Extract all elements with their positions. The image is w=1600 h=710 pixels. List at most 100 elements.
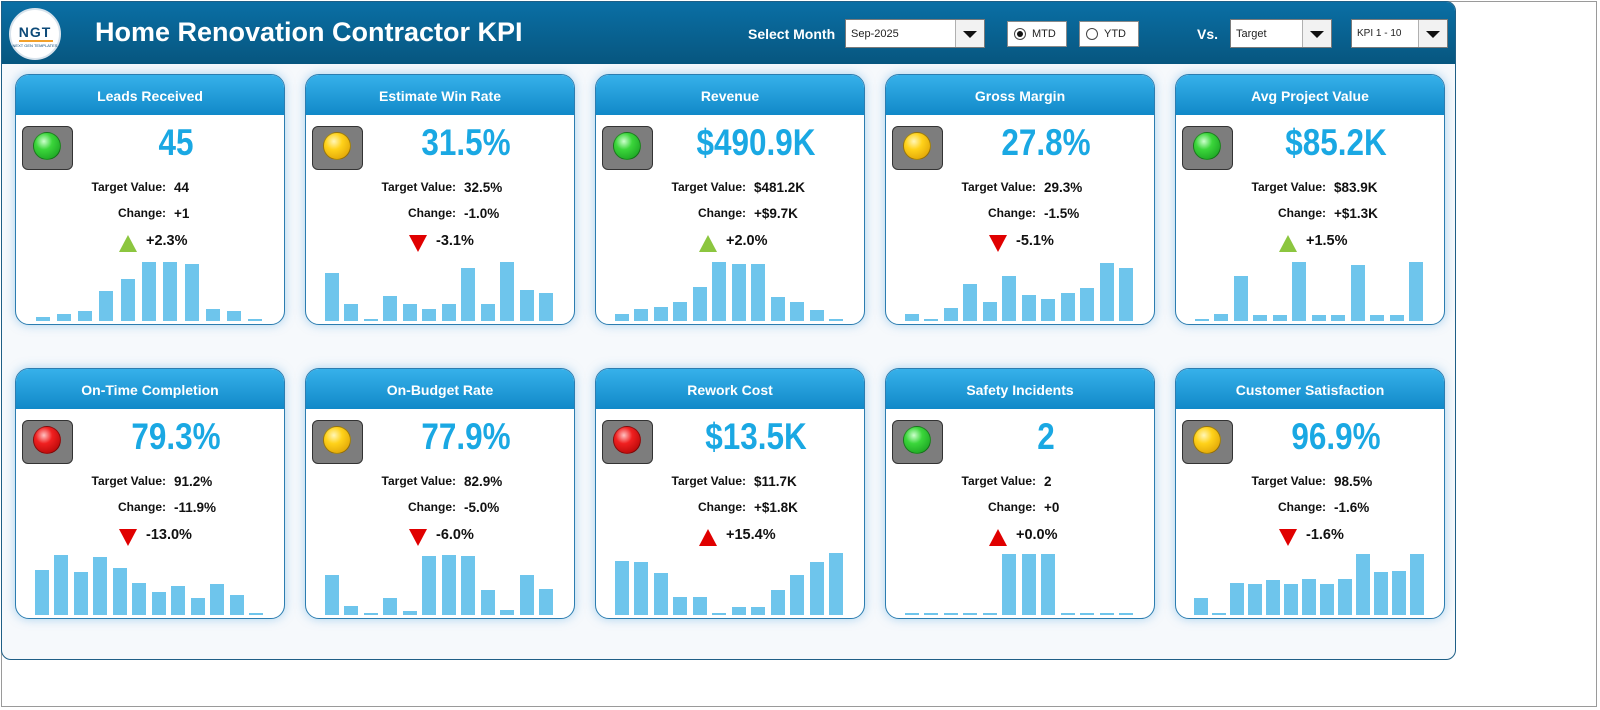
- sparkline-bar: [829, 553, 843, 615]
- ytd-radio[interactable]: YTD: [1079, 21, 1139, 47]
- sparkline-bar: [171, 586, 185, 615]
- change-label: Change:: [698, 206, 746, 220]
- sparkline-bar: [1194, 598, 1208, 615]
- status-light-yellow-icon: [323, 132, 351, 160]
- percent-change: -13.0%: [146, 527, 192, 543]
- change-label: Change:: [118, 206, 166, 220]
- sparkline-bar: [1119, 613, 1133, 615]
- sparkline-bar: [152, 592, 166, 615]
- sparkline-bar: [227, 311, 241, 321]
- sparkline-bar: [99, 291, 113, 321]
- sparkline-bar: [403, 611, 417, 615]
- chevron-down-icon[interactable]: [955, 20, 984, 47]
- kpi-range-dropdown-value: KPI 1 - 10: [1357, 28, 1402, 39]
- sparkline-bar: [1302, 579, 1316, 615]
- sparkline-bar: [113, 568, 127, 615]
- sparkline-bar: [142, 262, 156, 321]
- sparkline-bar: [1266, 580, 1280, 615]
- percent-change: +2.3%: [146, 233, 188, 249]
- sparkline-bar: [732, 607, 746, 615]
- change-value: -11.9%: [174, 500, 217, 515]
- kpi-card-title: On-Budget Rate: [306, 369, 574, 409]
- sparkline-bar: [751, 607, 765, 615]
- page-title: Home Renovation Contractor KPI: [95, 17, 523, 47]
- percent-change: -1.6%: [1306, 527, 1344, 543]
- sparkline-bar: [673, 597, 687, 615]
- sparkline-bar: [615, 314, 629, 321]
- target-value-label: Target Value:: [91, 474, 166, 488]
- target-value: 82.9%: [464, 474, 503, 489]
- target-value: $11.7K: [754, 474, 797, 489]
- month-dropdown[interactable]: Sep-2025: [845, 19, 985, 48]
- arrow-up-icon: [1279, 235, 1297, 252]
- change-value: -1.5%: [1044, 206, 1080, 221]
- sparkline-bar: [442, 555, 456, 615]
- sparkline-bar: [1356, 554, 1370, 615]
- sparkline-bar: [771, 590, 785, 615]
- arrow-up-icon: [699, 235, 717, 252]
- sparkline-bar: [248, 319, 262, 321]
- chevron-down-icon[interactable]: [1418, 20, 1447, 47]
- sparkline-bar: [1390, 315, 1404, 321]
- sparkline-bar: [1230, 583, 1244, 615]
- change-label: Change:: [698, 500, 746, 514]
- change-label: Change:: [988, 206, 1036, 220]
- sparkline-bar: [1061, 613, 1075, 615]
- target-value: 2: [1044, 474, 1052, 489]
- sparkline-bar: [1080, 288, 1094, 321]
- sparkline-bar: [422, 556, 436, 615]
- sparkline-bar: [344, 304, 358, 321]
- change-label: Change:: [988, 500, 1036, 514]
- status-light-yellow-icon: [323, 426, 351, 454]
- chevron-down-icon[interactable]: [1302, 20, 1331, 47]
- change-value: +$9.7K: [754, 206, 798, 221]
- kpi-card: Safety Incidents 2 Target Value: 2 Change: +0…: [885, 368, 1155, 619]
- change-value: +0: [1044, 500, 1060, 515]
- sparkline-bar: [325, 575, 339, 615]
- percent-change: +0.0%: [1016, 527, 1058, 543]
- sparkline-bar: [963, 284, 977, 321]
- target-value-label: Target Value:: [1251, 474, 1326, 488]
- dashboard: NGT NEXT GEN TEMPLATES Home Renovation C…: [1, 1, 1456, 660]
- kpi-card: Revenue $490.9K Target Value: $481.2K Change…: [595, 74, 865, 325]
- sparkline-bar: [1248, 584, 1262, 615]
- sparkline-bar: [1100, 613, 1114, 615]
- change-value: -1.0%: [464, 206, 500, 221]
- sparkline-bar: [712, 262, 726, 321]
- sparkline-bar: [771, 297, 785, 321]
- sparkline-bar: [1284, 584, 1298, 615]
- sparkline-bar: [1370, 315, 1384, 321]
- kpi-card: Rework Cost $13.5K Target Value: $11.7K Chan…: [595, 368, 865, 619]
- arrow-down-icon: [989, 235, 1007, 252]
- compare-dropdown[interactable]: Target: [1230, 19, 1332, 48]
- sparkline-chart: [1192, 550, 1426, 615]
- arrow-down-icon: [409, 529, 427, 546]
- sparkline-bar: [944, 308, 958, 321]
- sparkline-bar: [944, 613, 958, 615]
- kpi-card: Customer Satisfaction 96.9% Target Value: 9…: [1175, 368, 1445, 619]
- traffic-light-icon: [312, 126, 363, 170]
- sparkline-bar: [54, 555, 68, 615]
- target-value-label: Target Value:: [91, 180, 166, 194]
- kpi-card: Avg Project Value $85.2K Target Value: $83.…: [1175, 74, 1445, 325]
- mtd-radio[interactable]: MTD: [1007, 21, 1067, 47]
- sparkline-chart: [612, 550, 846, 615]
- change-value: -5.0%: [464, 500, 500, 515]
- status-light-red-icon: [33, 426, 61, 454]
- kpi-card: On-Budget Rate 77.9% Target Value: 82.9% Cha…: [305, 368, 575, 619]
- arrow-up-icon: [699, 529, 717, 546]
- sparkline-bar: [751, 264, 765, 321]
- sparkline-bar: [121, 279, 135, 321]
- kpi-value: 45: [158, 122, 194, 163]
- traffic-light-icon: [22, 126, 73, 170]
- kpi-value: 2: [1037, 416, 1055, 457]
- status-light-red-icon: [613, 426, 641, 454]
- sparkline-bar: [983, 302, 997, 321]
- sparkline-chart: [902, 256, 1136, 321]
- sparkline-bar: [829, 319, 843, 321]
- change-value: +$1.8K: [754, 500, 798, 515]
- vs-label: Vs.: [1197, 26, 1219, 42]
- sparkline-bar: [520, 290, 534, 321]
- sparkline-bar: [1195, 319, 1209, 321]
- kpi-range-dropdown[interactable]: KPI 1 - 10: [1351, 19, 1448, 48]
